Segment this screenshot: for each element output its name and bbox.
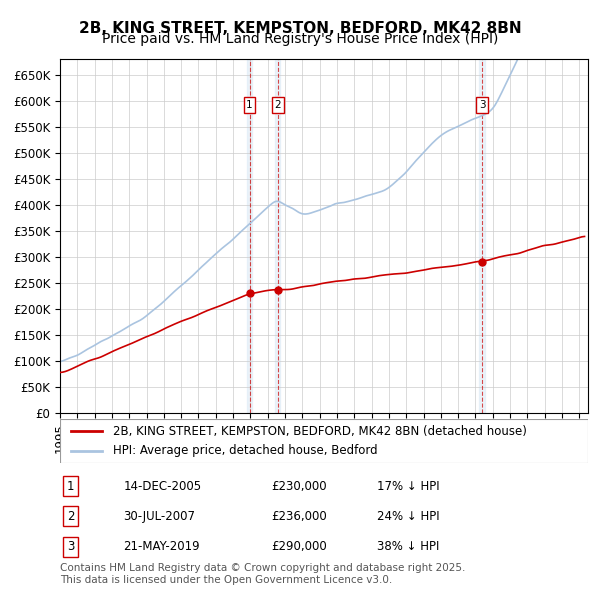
Text: £290,000: £290,000: [271, 540, 327, 553]
Text: 3: 3: [479, 100, 485, 110]
Text: 17% ↓ HPI: 17% ↓ HPI: [377, 480, 439, 493]
Text: £230,000: £230,000: [271, 480, 327, 493]
Text: 2: 2: [67, 510, 74, 523]
Text: 14-DEC-2005: 14-DEC-2005: [124, 480, 202, 493]
Bar: [247, 59, 252, 413]
Text: 21-MAY-2019: 21-MAY-2019: [124, 540, 200, 553]
Text: 1: 1: [246, 100, 253, 110]
Bar: [479, 59, 485, 413]
Text: 2: 2: [274, 100, 281, 110]
Text: 24% ↓ HPI: 24% ↓ HPI: [377, 510, 439, 523]
Text: 2B, KING STREET, KEMPSTON, BEDFORD, MK42 8BN (detached house): 2B, KING STREET, KEMPSTON, BEDFORD, MK42…: [113, 425, 527, 438]
Bar: [275, 59, 280, 413]
Text: Price paid vs. HM Land Registry's House Price Index (HPI): Price paid vs. HM Land Registry's House …: [102, 32, 498, 47]
Text: 1: 1: [67, 480, 74, 493]
Text: 3: 3: [67, 540, 74, 553]
Text: 30-JUL-2007: 30-JUL-2007: [124, 510, 196, 523]
FancyBboxPatch shape: [60, 419, 588, 463]
Text: Contains HM Land Registry data © Crown copyright and database right 2025.
This d: Contains HM Land Registry data © Crown c…: [60, 563, 466, 585]
Text: HPI: Average price, detached house, Bedford: HPI: Average price, detached house, Bedf…: [113, 444, 377, 457]
Text: £236,000: £236,000: [271, 510, 327, 523]
Text: 2B, KING STREET, KEMPSTON, BEDFORD, MK42 8BN: 2B, KING STREET, KEMPSTON, BEDFORD, MK42…: [79, 21, 521, 35]
Text: 38% ↓ HPI: 38% ↓ HPI: [377, 540, 439, 553]
